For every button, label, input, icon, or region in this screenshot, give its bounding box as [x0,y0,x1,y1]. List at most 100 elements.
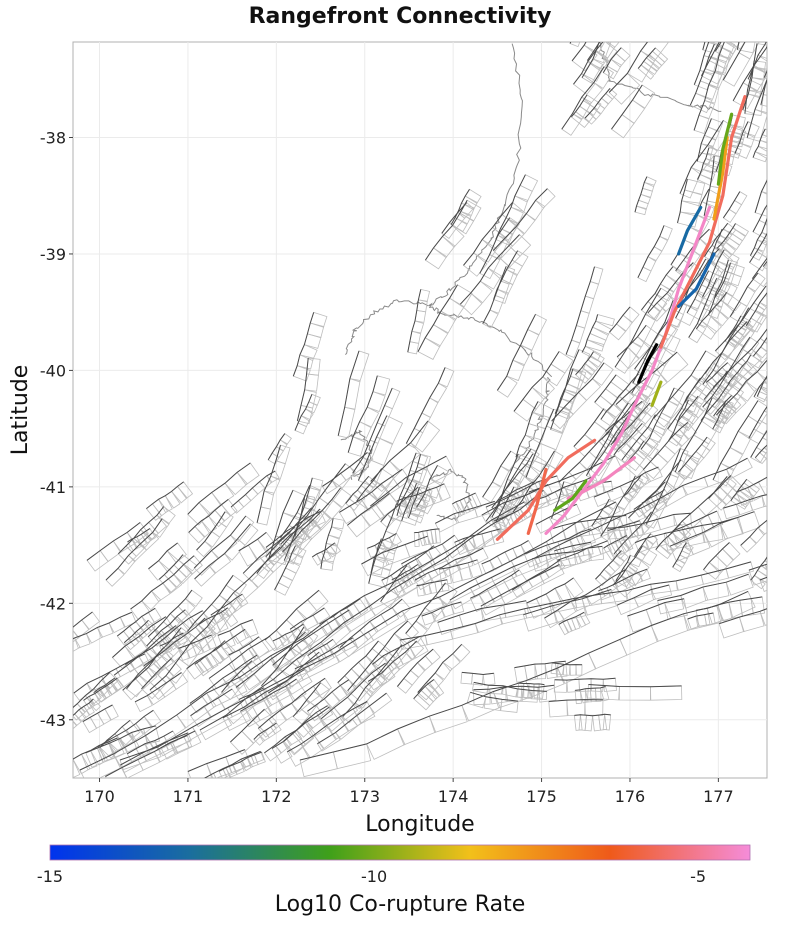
fault-trace [730,478,748,502]
fault-trace [401,483,417,522]
fault-trace [470,691,519,702]
x-axis-label: Longitude [365,812,474,837]
fault-trace [609,306,631,333]
fault-trace [740,519,767,546]
fault-plane [781,309,797,325]
fault-trace [299,590,749,761]
co-rupture-section [495,438,597,541]
fault-trace [669,511,755,547]
fault-trace [676,395,699,423]
fault-trace [491,453,519,518]
fault-trace [615,351,678,405]
fault-trace [633,481,666,510]
fault-trace [558,431,610,483]
fault-trace [454,528,501,543]
fault-trace [575,686,606,691]
fault-plane [782,375,800,394]
fault-trace [470,569,520,599]
fault-plane [777,244,791,256]
fault-plane [743,3,763,23]
fault-trace [751,257,767,279]
fault-plane [773,401,791,419]
fault-plane [771,280,786,294]
fault-trace [73,611,93,628]
fault-plane [741,0,762,14]
fault-plane [770,231,799,263]
fault-trace [707,259,729,316]
fault-trace [186,628,246,670]
fault-trace [190,688,233,717]
fault-trace [575,351,594,376]
fault-plane [773,360,788,375]
fault-trace [752,128,766,158]
fault-trace [289,607,325,630]
fault-plane [789,190,800,209]
fault-trace [407,289,422,353]
colorbar-tick-label: -5 [690,867,706,886]
fault-trace [97,709,154,748]
fault-trace [551,481,565,519]
fault-trace [117,506,165,555]
fault-trace [760,79,767,106]
fault-trace [713,395,732,417]
fault-trace [79,501,525,771]
fault-trace [632,300,674,384]
fault-trace [513,351,560,412]
fault-trace [736,476,767,493]
fault-trace [712,400,726,430]
fault-trace [705,362,729,383]
fault-plane [759,608,767,626]
fault-trace [708,229,723,262]
fault-trace [73,653,146,694]
fault-trace [435,500,495,524]
fault-trace [756,375,767,397]
fault-plane [771,150,788,174]
fault-plane [775,219,793,238]
fault-trace [125,610,203,666]
fault-trace [187,575,234,632]
fault-plane [754,0,779,31]
fault-trace [729,272,759,317]
fault-plane [772,187,793,208]
fault-trace [716,223,736,249]
fault-trace [256,546,281,574]
fault-trace [187,749,245,772]
fault-plane [729,42,746,50]
fault-trace [473,681,547,692]
fault-plane [765,375,767,379]
fault-trace [574,713,611,717]
fault-trace [687,612,714,620]
fault-plane [766,336,767,338]
fault-trace [727,354,752,384]
fault-trace [770,190,795,247]
fault-trace [769,87,783,125]
fault-trace [347,620,409,692]
x-tick-label: 170 [84,787,115,806]
fault-trace [702,249,725,298]
fault-trace [557,540,608,561]
fault-plane [781,240,795,253]
fault-trace [217,619,253,636]
fault-trace [623,474,642,497]
fault-trace [337,640,379,683]
fault-trace [413,679,435,700]
fault-trace [441,202,468,234]
fault-plane [796,0,800,13]
fault-trace [608,42,649,93]
fault-plane [764,42,767,46]
fault-trace [188,499,229,533]
fault-plane [774,434,785,445]
fault-trace [754,179,767,213]
fault-trace [523,589,612,616]
fault-trace [194,523,251,580]
fault-plane [736,15,757,35]
fault-trace [703,370,728,400]
fault-trace [753,336,767,357]
fault-plane [779,465,795,483]
y-axis-label: Latitude [8,365,33,456]
fault-trace [485,448,532,522]
fault-trace [198,607,228,625]
fault-trace [607,520,640,531]
fault-plane [716,42,740,55]
fault-trace [518,682,545,686]
